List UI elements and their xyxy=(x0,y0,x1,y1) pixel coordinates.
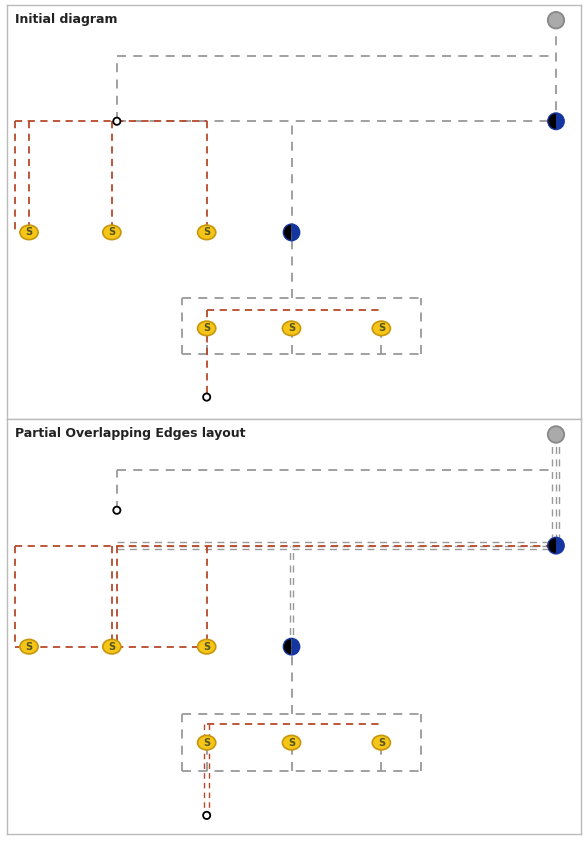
Circle shape xyxy=(113,118,121,125)
Ellipse shape xyxy=(198,225,216,240)
Ellipse shape xyxy=(198,639,216,654)
Wedge shape xyxy=(292,224,300,241)
Circle shape xyxy=(113,507,121,514)
Ellipse shape xyxy=(198,735,216,750)
Text: S: S xyxy=(25,227,32,237)
Ellipse shape xyxy=(20,639,38,654)
Circle shape xyxy=(548,12,564,29)
Wedge shape xyxy=(292,638,300,655)
Wedge shape xyxy=(556,113,564,130)
Ellipse shape xyxy=(198,321,216,336)
Text: S: S xyxy=(203,323,211,333)
Ellipse shape xyxy=(372,321,390,336)
Circle shape xyxy=(203,812,211,819)
Text: S: S xyxy=(288,323,295,333)
Ellipse shape xyxy=(103,225,121,240)
Text: S: S xyxy=(108,227,115,237)
Text: S: S xyxy=(203,738,211,748)
Text: Initial diagram: Initial diagram xyxy=(15,13,118,26)
Ellipse shape xyxy=(103,639,121,654)
Wedge shape xyxy=(548,113,556,130)
Text: S: S xyxy=(203,227,211,237)
Text: S: S xyxy=(25,642,32,652)
Circle shape xyxy=(548,426,564,443)
Text: S: S xyxy=(108,642,115,652)
Text: S: S xyxy=(377,323,385,333)
Ellipse shape xyxy=(372,735,390,750)
Wedge shape xyxy=(556,537,564,554)
Ellipse shape xyxy=(20,225,38,240)
Text: S: S xyxy=(203,642,211,652)
Text: Partial Overlapping Edges layout: Partial Overlapping Edges layout xyxy=(15,428,246,440)
Text: S: S xyxy=(288,738,295,748)
Ellipse shape xyxy=(282,321,300,336)
Text: S: S xyxy=(377,738,385,748)
Circle shape xyxy=(203,393,211,401)
Wedge shape xyxy=(283,638,292,655)
Ellipse shape xyxy=(282,735,300,750)
Wedge shape xyxy=(283,224,292,241)
Wedge shape xyxy=(548,537,556,554)
